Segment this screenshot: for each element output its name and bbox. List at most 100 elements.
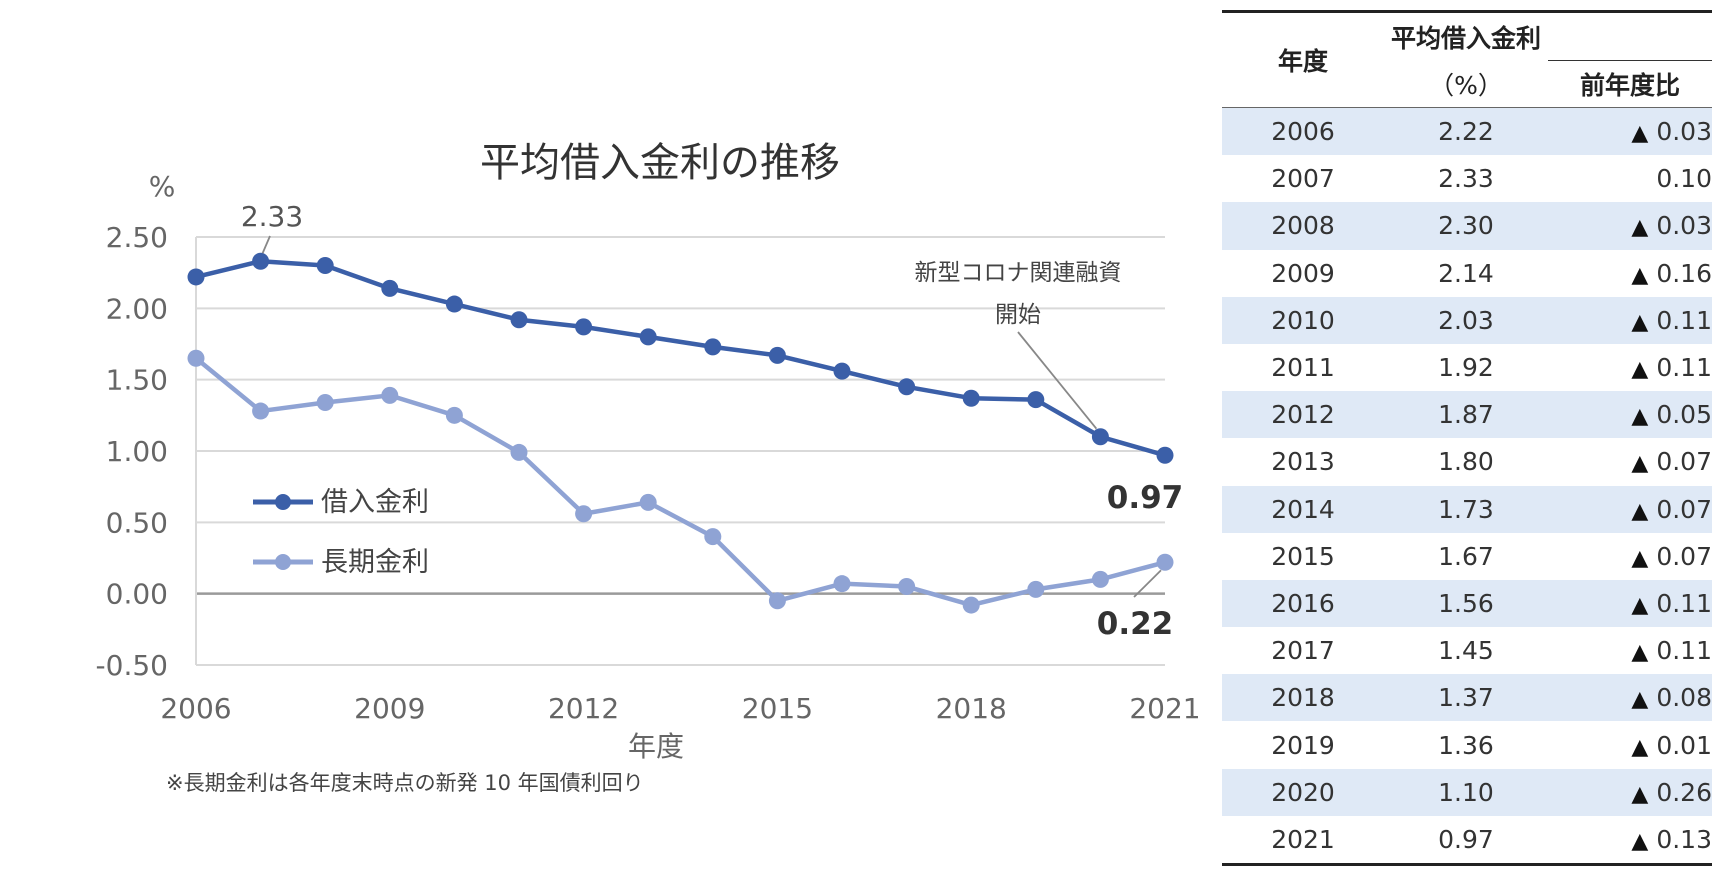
series-line-long-term-rate <box>194 356 1166 608</box>
chart-title: 平均借入金利の推移 <box>480 140 840 186</box>
annotations: 2.33 新型コロナ関連融資 開始 0.97 0.22 <box>241 200 1183 642</box>
y-tick-label: 1.00 <box>106 435 168 468</box>
yoy-value: 0.08 <box>1656 683 1712 713</box>
y-tick-label: 2.50 <box>106 221 168 254</box>
cell-year: 2015 <box>1271 541 1335 571</box>
data-point <box>962 389 980 407</box>
cell-year: 2010 <box>1222 296 1384 344</box>
y-tick-label: 0.00 <box>106 578 168 611</box>
data-point <box>1027 580 1045 598</box>
cell-year: 2007 <box>1271 164 1335 194</box>
table-row: 2011 1.92 ▲ 0.11 <box>1222 344 1712 391</box>
cell-year: 2006 <box>1222 107 1384 156</box>
table-row: 2006 2.22 ▲ 0.03 <box>1222 107 1712 156</box>
yoy-value: 0.07 <box>1656 494 1712 524</box>
cell-year: 2020 <box>1222 768 1384 816</box>
negative-triangle-icon: ▲ <box>1631 545 1649 571</box>
cell-average-rate: 1.45 <box>1438 636 1494 666</box>
yoy-value: 0.11 <box>1656 305 1712 335</box>
data-point <box>833 362 851 380</box>
negative-triangle-icon: ▲ <box>1631 215 1649 241</box>
cell-average-rate: 1.87 <box>1384 391 1548 439</box>
negative-triangle-icon: ▲ <box>1631 498 1649 524</box>
data-point <box>639 328 657 346</box>
cell-yoy: ▲ 0.13 <box>1548 815 1712 866</box>
cell-year: 2011 <box>1271 353 1335 383</box>
data-point <box>252 402 270 420</box>
cell-yoy: ▲ 0.26 <box>1548 768 1712 816</box>
data-point <box>187 349 205 367</box>
cell-year: 2013 <box>1271 447 1335 477</box>
header-yoy: 前年度比 <box>1548 59 1712 108</box>
cell-yoy: 0.10 <box>1548 155 1712 202</box>
data-point <box>1027 391 1045 409</box>
table-row: 2019 1.36 ▲ 0.01 <box>1222 721 1712 768</box>
data-point <box>898 378 916 396</box>
cell-year: 2009 <box>1271 258 1335 288</box>
header-average-rate: 平均借入金利 <box>1384 10 1548 60</box>
table-row: 2014 1.73 ▲ 0.07 <box>1222 485 1712 533</box>
cell-average-rate: 2.03 <box>1384 296 1548 344</box>
cell-average-rate: 2.22 <box>1384 107 1548 156</box>
table-row: 2017 1.45 ▲ 0.11 <box>1222 627 1712 674</box>
series-lines <box>187 252 1174 614</box>
covid-leader-line <box>1017 331 1098 430</box>
cell-average-rate: 2.30 <box>1384 202 1548 250</box>
x-tick-labels: 2006 2009 2012 2015 2018 2021 <box>160 692 1200 725</box>
table-row: 2018 1.37 ▲ 0.08 <box>1222 674 1712 722</box>
data-point <box>187 268 205 286</box>
cell-yoy: ▲ 0.11 <box>1548 296 1712 344</box>
data-point <box>510 311 528 329</box>
x-tick-label: 2009 <box>354 692 425 725</box>
yoy-value: 0.10 <box>1656 164 1712 194</box>
table-row: 2008 2.30 ▲ 0.03 <box>1222 202 1712 250</box>
legend-label-borrowing: 借入金利 <box>321 487 429 518</box>
yoy-value: 0.07 <box>1656 447 1712 477</box>
x-tick-label: 2012 <box>548 692 619 725</box>
cell-year: 2016 <box>1222 579 1384 628</box>
table-row: 2009 2.14 ▲ 0.16 <box>1222 250 1712 297</box>
data-point <box>445 295 463 313</box>
series-borrowing-rate <box>187 252 1174 464</box>
y-tick-label: -0.50 <box>96 649 168 682</box>
table-row: 2015 1.67 ▲ 0.07 <box>1222 533 1712 580</box>
x-tick-label: 2006 <box>160 692 231 725</box>
yoy-value: 0.11 <box>1656 353 1712 383</box>
yoy-value: 0.03 <box>1656 117 1712 147</box>
cell-average-rate: 1.80 <box>1438 447 1494 477</box>
legend-label-long-term: 長期金利 <box>321 547 429 578</box>
cell-yoy: ▲ 0.03 <box>1548 107 1712 156</box>
yoy-value: 0.26 <box>1656 777 1712 807</box>
y-axis-label: % <box>149 170 176 203</box>
x-axis-label: 年度 <box>628 730 684 763</box>
cell-average-rate: 1.67 <box>1438 541 1494 571</box>
table-row: 2013 1.80 ▲ 0.07 <box>1222 438 1712 485</box>
table-row: 2012 1.87 ▲ 0.05 <box>1222 391 1712 439</box>
header-blank <box>1548 10 1712 60</box>
negative-triangle-icon: ▲ <box>1631 262 1649 288</box>
negative-triangle-icon: ▲ <box>1631 121 1649 147</box>
cell-year: 2021 <box>1222 815 1384 866</box>
table-row: 2020 1.10 ▲ 0.26 <box>1222 768 1712 816</box>
cell-yoy: ▲ 0.07 <box>1548 485 1712 533</box>
x-tick-label: 2015 <box>742 692 813 725</box>
table-row: 2016 1.56 ▲ 0.11 <box>1222 579 1712 628</box>
data-point <box>704 338 722 356</box>
x-tick-label: 2018 <box>936 692 1007 725</box>
negative-triangle-icon: ▲ <box>1631 781 1649 807</box>
x-tick-label: 2021 <box>1129 692 1200 725</box>
data-point <box>575 318 593 336</box>
cell-average-rate: 2.14 <box>1438 258 1494 288</box>
cell-average-rate: 0.97 <box>1384 815 1548 866</box>
data-point <box>1156 446 1174 464</box>
cell-year: 2012 <box>1222 391 1384 439</box>
yoy-value: 0.05 <box>1656 400 1712 430</box>
data-point <box>833 575 851 593</box>
cell-average-rate: 1.36 <box>1438 730 1494 760</box>
cell-yoy: ▲ 0.07 <box>1548 533 1712 580</box>
end-label-borrowing: 0.97 <box>1107 480 1184 516</box>
yoy-value: 0.11 <box>1656 636 1712 666</box>
data-point <box>1091 570 1109 588</box>
y-tick-labels: 2.50 2.00 1.50 1.00 0.50 0.00 -0.50 <box>96 221 168 682</box>
data-point <box>445 406 463 424</box>
